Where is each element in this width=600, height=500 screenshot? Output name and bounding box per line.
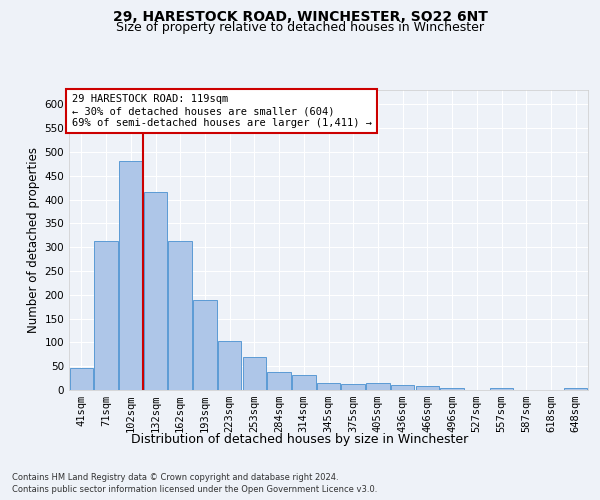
- Text: 29 HARESTOCK ROAD: 119sqm
← 30% of detached houses are smaller (604)
69% of semi: 29 HARESTOCK ROAD: 119sqm ← 30% of detac…: [71, 94, 371, 128]
- Text: Distribution of detached houses by size in Winchester: Distribution of detached houses by size …: [131, 432, 469, 446]
- Bar: [242, 356, 266, 390]
- Bar: [218, 341, 241, 390]
- Bar: [94, 242, 118, 390]
- Bar: [391, 385, 415, 390]
- Bar: [70, 368, 93, 390]
- Text: Size of property relative to detached houses in Winchester: Size of property relative to detached ho…: [116, 21, 484, 34]
- Bar: [144, 192, 167, 390]
- Bar: [341, 384, 365, 390]
- Text: 29, HARESTOCK ROAD, WINCHESTER, SO22 6NT: 29, HARESTOCK ROAD, WINCHESTER, SO22 6NT: [113, 10, 487, 24]
- Text: Contains HM Land Registry data © Crown copyright and database right 2024.: Contains HM Land Registry data © Crown c…: [12, 472, 338, 482]
- Bar: [366, 383, 389, 390]
- Bar: [292, 375, 316, 390]
- Text: Contains public sector information licensed under the Open Government Licence v3: Contains public sector information licen…: [12, 485, 377, 494]
- Bar: [119, 162, 143, 390]
- Bar: [193, 300, 217, 390]
- Bar: [268, 372, 291, 390]
- Bar: [564, 388, 587, 390]
- Bar: [317, 383, 340, 390]
- Bar: [169, 241, 192, 390]
- Bar: [440, 388, 464, 390]
- Bar: [490, 388, 513, 390]
- Y-axis label: Number of detached properties: Number of detached properties: [27, 147, 40, 333]
- Bar: [416, 386, 439, 390]
